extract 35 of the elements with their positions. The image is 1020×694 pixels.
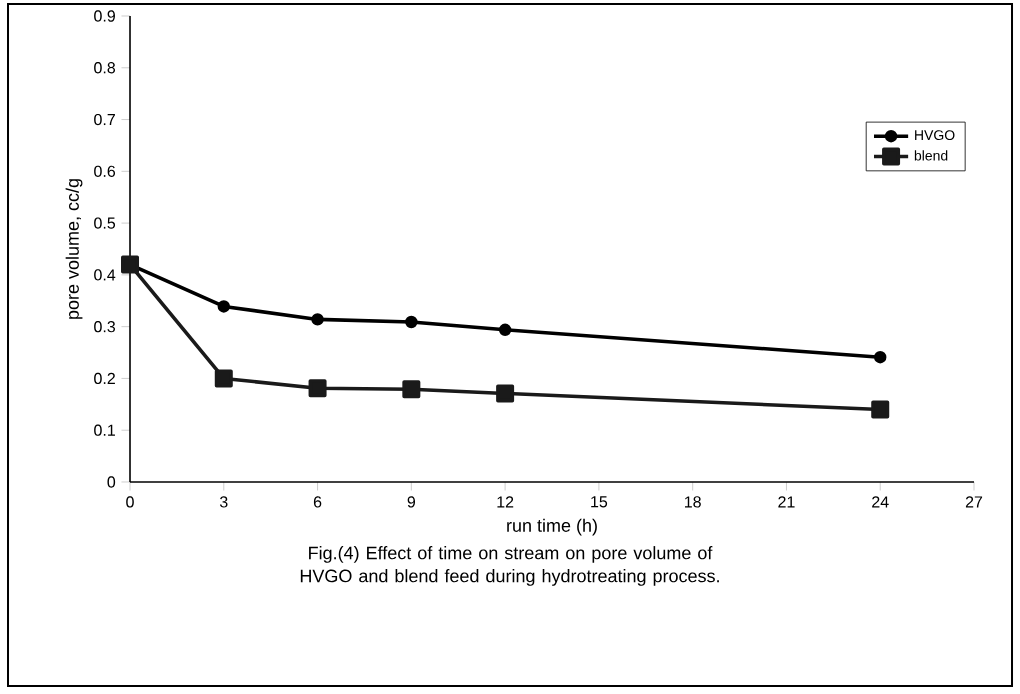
x-tick-label: 18 (685, 496, 701, 508)
point (311, 313, 324, 326)
legend-label: HVGO (915, 130, 955, 141)
x-tick-label: 12 (497, 496, 514, 508)
point (405, 315, 418, 329)
y-tick-label: 0.4 (94, 269, 116, 281)
y-tick-label: 0.6 (94, 165, 116, 177)
point (498, 323, 512, 336)
point (217, 300, 230, 313)
legend-label: blend (914, 150, 948, 161)
y-axis-title: pore volume, cc/g (65, 179, 83, 319)
point (871, 400, 890, 419)
point (308, 379, 327, 398)
x-tick-label: 9 (407, 496, 416, 508)
x-tick-label: 21 (778, 496, 795, 508)
text: Fig.(4) Effect of time on stream on pore volume of HVGO and blend feed during hydrotreating process. (300, 546, 719, 586)
y-tick-label: 0.2 (94, 372, 115, 385)
x-tick-label: 6 (313, 496, 322, 508)
y-tick-label: 0.7 (94, 113, 115, 126)
x-tick-label: 15 (591, 496, 608, 508)
point (874, 351, 887, 364)
y-tick-label: 0.1 (94, 424, 115, 436)
point (402, 380, 421, 399)
point (214, 369, 233, 388)
y-tick-label: 0.9 (94, 10, 115, 22)
point (496, 384, 515, 403)
x-axis-title: run time (h) (507, 518, 597, 536)
y-tick-label: 0 (107, 476, 116, 488)
x-tick-label: 24 (872, 496, 889, 508)
y-tick-label: 0.5 (94, 217, 116, 229)
y-tick-label: 0.3 (94, 321, 116, 333)
x-tick-label: 27 (965, 496, 983, 508)
x-tick-label: 0 (126, 496, 134, 508)
x-tick-label: 3 (219, 496, 228, 508)
y-tick-label: 0.8 (94, 62, 116, 74)
